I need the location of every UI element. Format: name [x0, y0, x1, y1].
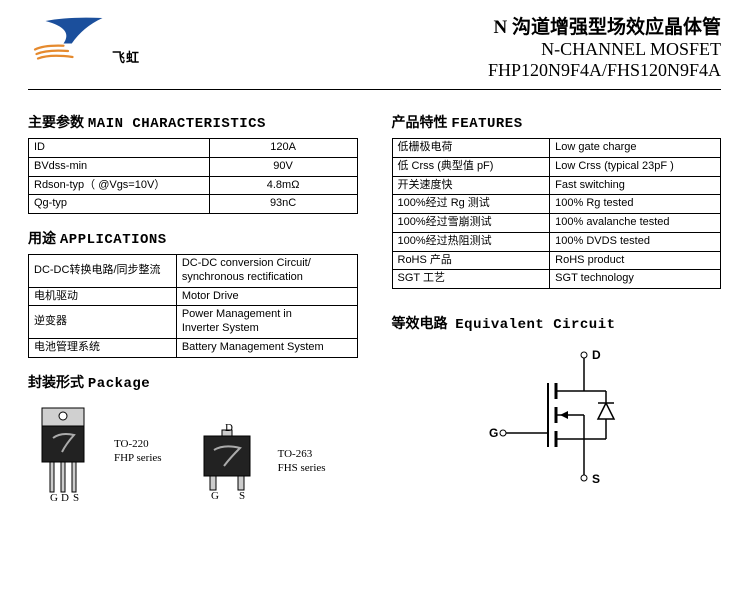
page-header: 飞虹 N 沟道增强型场效应晶体管 N-CHANNEL MOSFET FHP120… — [28, 12, 721, 90]
svg-text:G: G — [50, 492, 58, 502]
app-cn-cell: 逆变器 — [29, 306, 177, 339]
app-en-cell: Motor Drive — [176, 287, 357, 306]
section-characteristics-title: 主要参数 MAIN CHARACTERISTICS — [28, 112, 358, 132]
value-cell: 120A — [209, 139, 357, 158]
feat-en-cell: Fast switching — [550, 176, 721, 195]
feat-en-cell: 100% avalanche tested — [550, 214, 721, 233]
feat-cn-cell: RoHS 产品 — [392, 251, 550, 270]
app-cn-cell: DC-DC转换电路/同步整流 — [29, 255, 177, 288]
logo-block: 飞虹 — [28, 12, 140, 72]
svg-text:S: S — [592, 472, 600, 486]
section-cn: 产品特性 — [392, 114, 448, 130]
company-logo-icon — [28, 12, 108, 72]
table-row: 100%经过热阻测试100% DVDS tested — [392, 232, 721, 251]
table-row: ID120A — [29, 139, 358, 158]
feat-en-cell: RoHS product — [550, 251, 721, 270]
equivalent-circuit: D — [392, 343, 722, 493]
features-table: 低栅极电荷Low gate charge低 Crss (典型值 pF)Low C… — [392, 138, 722, 289]
table-row: 100%经过 Rg 测试100% Rg tested — [392, 195, 721, 214]
section-en: MAIN CHARACTERISTICS — [88, 116, 266, 132]
section-en: FEATURES — [451, 116, 522, 132]
pkg-code: TO-263 — [278, 448, 326, 461]
app-en-cell: DC-DC conversion Circuit/synchronous rec… — [176, 255, 357, 288]
table-row: BVdss-min90V — [29, 157, 358, 176]
feat-en-cell: Low Crss (typical 23pF ) — [550, 157, 721, 176]
section-applications-title: 用途 APPLICATIONS — [28, 228, 358, 248]
packages-row: G D S TO-220 FHP series D G — [28, 402, 358, 502]
feat-cn-cell: 100%经过热阻测试 — [392, 232, 550, 251]
table-row: RoHS 产品RoHS product — [392, 251, 721, 270]
svg-text:D: D — [592, 348, 601, 362]
svg-text:S: S — [73, 492, 79, 502]
to263-label: TO-263 FHS series — [278, 448, 326, 474]
right-column: 产品特性 FEATURES 低栅极电荷Low gate charge低 Crss… — [392, 104, 722, 502]
param-cell: Rdson-typ（ @Vgs=10V） — [29, 176, 210, 195]
brand-name: 飞虹 — [112, 47, 140, 66]
pkg-series: FHS series — [278, 462, 326, 475]
svg-text:G: G — [211, 490, 219, 502]
feat-cn-cell: 开关速度快 — [392, 176, 550, 195]
left-column: 主要参数 MAIN CHARACTERISTICS ID120ABVdss-mi… — [28, 104, 358, 502]
table-row: 电池管理系统Battery Management System — [29, 338, 358, 357]
product-title-en: N-CHANNEL MOSFET — [488, 39, 721, 60]
section-package-title: 封装形式 Package — [28, 372, 358, 392]
content-columns: 主要参数 MAIN CHARACTERISTICS ID120ABVdss-mi… — [28, 104, 721, 502]
section-cn: 用途 — [28, 230, 56, 246]
table-row: DC-DC转换电路/同步整流DC-DC conversion Circuit/s… — [29, 255, 358, 288]
table-row: SGT 工艺SGT technology — [392, 270, 721, 289]
section-cn: 等效电路 — [392, 315, 448, 331]
package-to263: D G S TO-263 FHS series — [192, 422, 326, 502]
table-row: Qg-typ93nC — [29, 195, 358, 214]
param-cell: Qg-typ — [29, 195, 210, 214]
param-cell: BVdss-min — [29, 157, 210, 176]
feat-cn-cell: SGT 工艺 — [392, 270, 550, 289]
package-to220: G D S TO-220 FHP series — [28, 402, 162, 502]
product-title-cn: N 沟道增强型场效应晶体管 — [488, 12, 721, 39]
feat-en-cell: SGT technology — [550, 270, 721, 289]
feat-en-cell: Low gate charge — [550, 139, 721, 158]
pkg-code: TO-220 — [114, 438, 162, 451]
feat-en-cell: 100% DVDS tested — [550, 232, 721, 251]
title-block: N 沟道增强型场效应晶体管 N-CHANNEL MOSFET FHP120N9F… — [488, 12, 721, 81]
section-circuit-title: 等效电路 Equivalent Circuit — [392, 313, 722, 333]
applications-table: DC-DC转换电路/同步整流DC-DC conversion Circuit/s… — [28, 254, 358, 358]
feat-cn-cell: 低 Crss (典型值 pF) — [392, 157, 550, 176]
section-en: APPLICATIONS — [60, 232, 167, 248]
table-row: 开关速度快Fast switching — [392, 176, 721, 195]
param-cell: ID — [29, 139, 210, 158]
section-en: Package — [88, 376, 150, 392]
app-en-cell: Battery Management System — [176, 338, 357, 357]
table-row: 电机驱动Motor Drive — [29, 287, 358, 306]
value-cell: 4.8mΩ — [209, 176, 357, 195]
svg-text:D: D — [225, 422, 233, 434]
svg-text:D: D — [61, 492, 69, 502]
to220-icon: G D S — [28, 402, 108, 502]
feat-en-cell: 100% Rg tested — [550, 195, 721, 214]
value-cell: 93nC — [209, 195, 357, 214]
app-cn-cell: 电池管理系统 — [29, 338, 177, 357]
app-en-cell: Power Management inInverter System — [176, 306, 357, 339]
table-row: Rdson-typ（ @Vgs=10V）4.8mΩ — [29, 176, 358, 195]
feat-cn-cell: 100%经过 Rg 测试 — [392, 195, 550, 214]
section-cn: 封装形式 — [28, 374, 84, 390]
characteristics-table: ID120ABVdss-min90VRdson-typ（ @Vgs=10V）4.… — [28, 138, 358, 214]
table-row: 低 Crss (典型值 pF)Low Crss (typical 23pF ) — [392, 157, 721, 176]
section-en: Equivalent Circuit — [455, 317, 615, 333]
table-row: 逆变器Power Management inInverter System — [29, 306, 358, 339]
feat-cn-cell: 100%经过雪崩测试 — [392, 214, 550, 233]
table-row: 100%经过雪崩测试100% avalanche tested — [392, 214, 721, 233]
to220-label: TO-220 FHP series — [114, 438, 162, 464]
mosfet-circuit-icon: D — [456, 343, 656, 493]
svg-text:G: G — [489, 426, 498, 440]
value-cell: 90V — [209, 157, 357, 176]
pkg-series: FHP series — [114, 452, 162, 465]
feat-cn-cell: 低栅极电荷 — [392, 139, 550, 158]
part-numbers: FHP120N9F4A/FHS120N9F4A — [488, 60, 721, 81]
section-features-title: 产品特性 FEATURES — [392, 112, 722, 132]
app-cn-cell: 电机驱动 — [29, 287, 177, 306]
section-cn: 主要参数 — [28, 114, 84, 130]
table-row: 低栅极电荷Low gate charge — [392, 139, 721, 158]
to263-icon: D G S — [192, 422, 272, 502]
svg-text:S: S — [239, 490, 245, 502]
